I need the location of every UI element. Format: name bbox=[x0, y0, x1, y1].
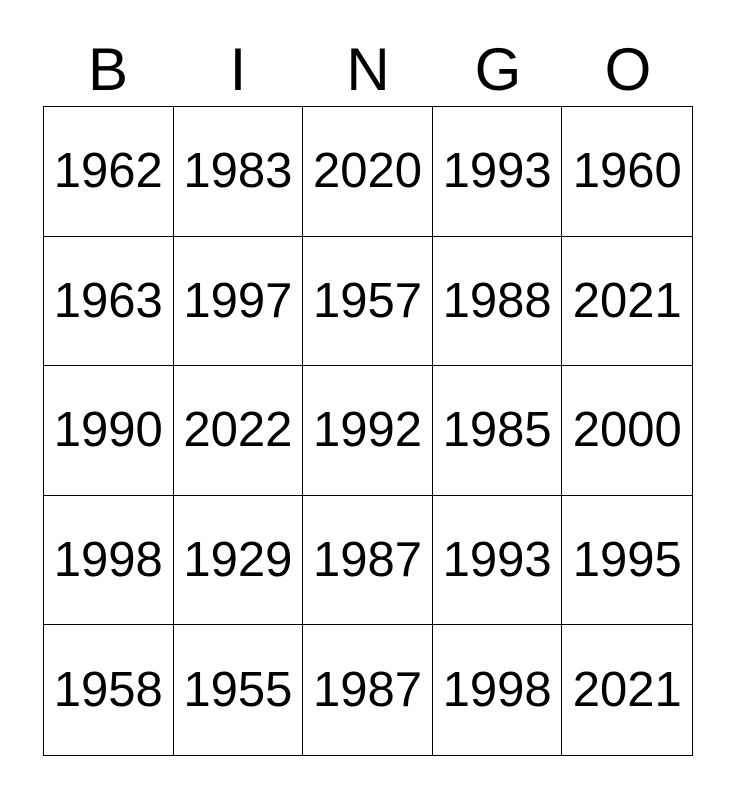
bingo-header-letter-o: O bbox=[604, 36, 652, 103]
bingo-cell-r2c2[interactable]: 1997 bbox=[173, 236, 304, 367]
bingo-cell-r5c4[interactable]: 1998 bbox=[432, 625, 563, 755]
bingo-grid: 1962 1983 2020 1993 1960 1963 1997 1957 … bbox=[43, 106, 693, 756]
bingo-cell-r1c4[interactable]: 1993 bbox=[432, 107, 563, 237]
bingo-header: B I N G O bbox=[43, 0, 693, 106]
bingo-cell-r1c1[interactable]: 1962 bbox=[44, 107, 174, 237]
bingo-header-letter-g: G bbox=[474, 36, 522, 103]
bingo-card: B I N G O 1962 1983 2020 1993 1960 1963 … bbox=[43, 0, 693, 756]
bingo-header-letter-i: I bbox=[229, 36, 247, 103]
bingo-cell-r4c2[interactable]: 1929 bbox=[173, 495, 304, 626]
bingo-cell-r1c2[interactable]: 1983 bbox=[173, 107, 304, 237]
bingo-cell-r5c2[interactable]: 1955 bbox=[173, 625, 304, 755]
bingo-header-letter-n: N bbox=[346, 36, 390, 103]
bingo-cell-r2c4[interactable]: 1988 bbox=[432, 236, 563, 367]
bingo-cell-r3c3[interactable]: 1992 bbox=[303, 366, 433, 496]
bingo-cell-r2c3[interactable]: 1957 bbox=[303, 236, 433, 367]
bingo-header-letter-b: B bbox=[87, 36, 129, 103]
bingo-cell-r1c3[interactable]: 2020 bbox=[303, 107, 433, 237]
bingo-cell-r4c1[interactable]: 1998 bbox=[44, 495, 174, 626]
bingo-cell-r3c1[interactable]: 1990 bbox=[44, 366, 174, 496]
bingo-cell-r5c3[interactable]: 1987 bbox=[303, 625, 433, 755]
bingo-cell-r4c5[interactable]: 1995 bbox=[562, 495, 692, 626]
bingo-cell-r3c2[interactable]: 2022 bbox=[173, 366, 304, 496]
bingo-cell-r4c4[interactable]: 1993 bbox=[432, 495, 563, 626]
bingo-cell-r5c1[interactable]: 1958 bbox=[44, 625, 174, 755]
bingo-cell-r2c1[interactable]: 1963 bbox=[44, 236, 174, 367]
bingo-cell-r3c5[interactable]: 2000 bbox=[562, 366, 692, 496]
bingo-cell-r4c3[interactable]: 1987 bbox=[303, 495, 433, 626]
bingo-cell-r3c4[interactable]: 1985 bbox=[432, 366, 563, 496]
bingo-cell-r5c5[interactable]: 2021 bbox=[562, 625, 692, 755]
bingo-cell-r1c5[interactable]: 1960 bbox=[562, 107, 692, 237]
bingo-cell-r2c5[interactable]: 2021 bbox=[562, 236, 692, 367]
